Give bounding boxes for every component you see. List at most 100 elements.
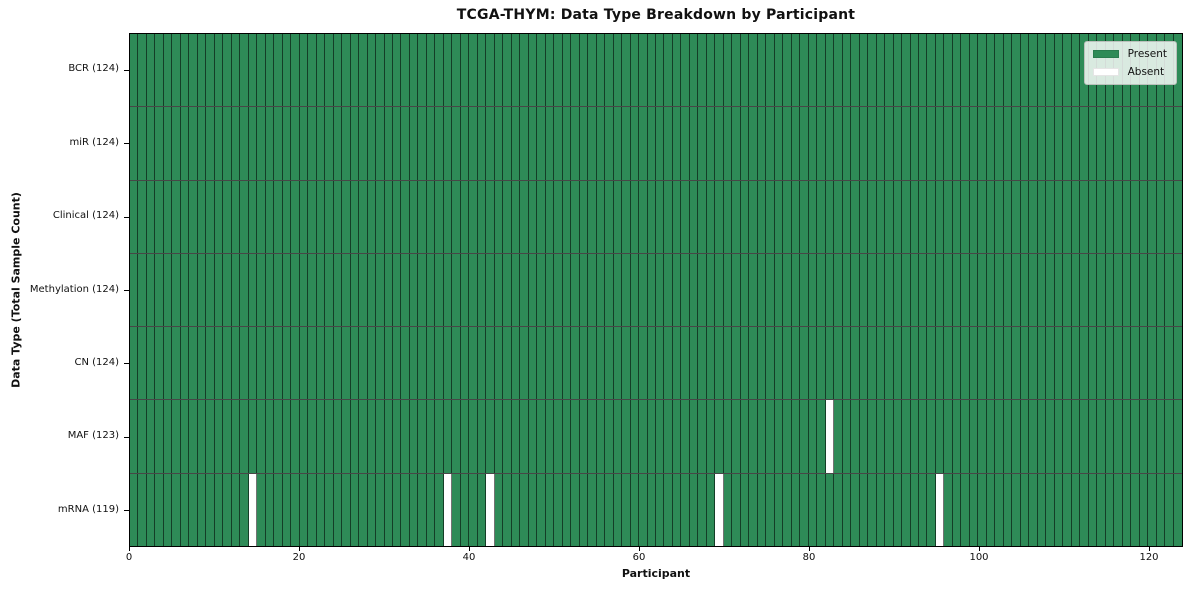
cell-present-mRNA-109 bbox=[1054, 473, 1064, 546]
cell-present-MAF-37 bbox=[443, 400, 453, 473]
cell-present-Clinical-12 bbox=[231, 180, 241, 253]
cell-present-CN-53 bbox=[579, 327, 589, 400]
cell-present-BCR-15 bbox=[257, 34, 266, 107]
cell-present-MAF-94 bbox=[927, 400, 936, 473]
cell-present-Methylation-112 bbox=[1080, 253, 1089, 327]
cell-present-CN-65 bbox=[681, 327, 690, 400]
cell-present-Clinical-105 bbox=[1020, 180, 1030, 253]
cell-present-CN-68 bbox=[706, 327, 716, 400]
cell-present-Methylation-10 bbox=[214, 253, 224, 327]
cell-present-mRNA-23 bbox=[325, 473, 334, 546]
cell-present-CN-62 bbox=[655, 327, 665, 400]
cell-present-MAF-17 bbox=[274, 400, 283, 473]
cell-present-miR-16 bbox=[265, 107, 275, 180]
cell-present-CN-112 bbox=[1080, 327, 1089, 400]
cell-present-Methylation-71 bbox=[732, 253, 741, 327]
cell-present-miR-20 bbox=[299, 107, 309, 180]
cell-present-BCR-27 bbox=[359, 34, 368, 107]
cell-present-CN-11 bbox=[223, 327, 232, 400]
cell-present-BCR-57 bbox=[613, 34, 623, 107]
cell-present-MAF-40 bbox=[469, 400, 478, 473]
cell-present-Methylation-115 bbox=[1105, 253, 1115, 327]
cell-present-Methylation-122 bbox=[1165, 253, 1174, 327]
cell-present-MAF-80 bbox=[808, 400, 818, 473]
cell-present-mRNA-105 bbox=[1020, 473, 1030, 546]
cell-present-CN-85 bbox=[851, 327, 860, 400]
cell-present-miR-40 bbox=[469, 107, 478, 180]
cell-present-MAF-39 bbox=[460, 400, 470, 473]
cell-present-BCR-95 bbox=[935, 34, 945, 107]
cell-present-MAF-41 bbox=[477, 400, 487, 473]
cell-present-Clinical-61 bbox=[647, 180, 656, 253]
cell-present-Methylation-24 bbox=[333, 253, 343, 327]
cell-present-miR-67 bbox=[698, 107, 707, 180]
cell-present-Clinical-77 bbox=[783, 180, 792, 253]
cell-present-miR-42 bbox=[486, 107, 495, 180]
cell-present-Methylation-105 bbox=[1020, 253, 1030, 327]
cell-present-Clinical-91 bbox=[902, 180, 911, 253]
cell-present-CN-9 bbox=[206, 327, 215, 400]
cell-present-Clinical-33 bbox=[409, 180, 419, 253]
cell-present-CN-2 bbox=[146, 327, 156, 400]
cell-present-mRNA-49 bbox=[545, 473, 555, 546]
y-tick-mark bbox=[124, 510, 129, 512]
cell-present-MAF-59 bbox=[630, 400, 640, 473]
cell-present-MAF-103 bbox=[1003, 400, 1013, 473]
cell-present-miR-60 bbox=[639, 107, 648, 180]
cell-present-Methylation-87 bbox=[868, 253, 877, 327]
cell-present-MAF-68 bbox=[706, 400, 716, 473]
cell-present-CN-92 bbox=[910, 327, 919, 400]
cell-present-MAF-31 bbox=[392, 400, 402, 473]
cell-present-MAF-72 bbox=[740, 400, 750, 473]
cell-present-Methylation-93 bbox=[918, 253, 928, 327]
cell-present-MAF-120 bbox=[1148, 400, 1157, 473]
cell-present-MAF-70 bbox=[723, 400, 733, 473]
cell-present-Methylation-91 bbox=[902, 253, 911, 327]
cell-present-MAF-16 bbox=[265, 400, 275, 473]
cell-present-Methylation-4 bbox=[163, 253, 173, 327]
cell-present-Clinical-81 bbox=[817, 180, 826, 253]
y-tick-mark bbox=[124, 363, 129, 365]
cell-present-Clinical-70 bbox=[723, 180, 733, 253]
cell-present-CN-16 bbox=[265, 327, 275, 400]
cell-present-mRNA-34 bbox=[418, 473, 427, 546]
cell-present-BCR-86 bbox=[859, 34, 869, 107]
cell-present-MAF-26 bbox=[350, 400, 360, 473]
cell-present-Methylation-102 bbox=[995, 253, 1004, 327]
cell-present-BCR-108 bbox=[1046, 34, 1055, 107]
cell-present-BCR-3 bbox=[155, 34, 164, 107]
cell-present-BCR-111 bbox=[1071, 34, 1081, 107]
cell-present-miR-31 bbox=[392, 107, 402, 180]
cell-present-miR-59 bbox=[630, 107, 640, 180]
cell-present-BCR-103 bbox=[1003, 34, 1013, 107]
cell-present-CN-93 bbox=[918, 327, 928, 400]
cell-present-MAF-6 bbox=[180, 400, 190, 473]
cell-present-BCR-64 bbox=[672, 34, 682, 107]
cell-present-mRNA-25 bbox=[342, 473, 351, 546]
x-tick-label-0: 0 bbox=[125, 552, 133, 563]
cell-present-CN-60 bbox=[639, 327, 648, 400]
cell-present-CN-35 bbox=[426, 327, 436, 400]
cell-present-MAF-51 bbox=[562, 400, 572, 473]
cell-present-BCR-92 bbox=[910, 34, 919, 107]
cell-present-MAF-117 bbox=[1122, 400, 1132, 473]
cell-present-miR-112 bbox=[1080, 107, 1089, 180]
cell-present-Methylation-11 bbox=[223, 253, 232, 327]
cell-present-MAF-21 bbox=[308, 400, 317, 473]
cell-present-Methylation-81 bbox=[817, 253, 826, 327]
x-tick-mark bbox=[979, 547, 980, 551]
cell-present-mRNA-44 bbox=[503, 473, 512, 546]
cell-present-CN-20 bbox=[299, 327, 309, 400]
cell-present-MAF-85 bbox=[851, 400, 860, 473]
cell-present-mRNA-99 bbox=[969, 473, 979, 546]
cell-present-BCR-91 bbox=[902, 34, 911, 107]
cell-present-Methylation-53 bbox=[579, 253, 589, 327]
cell-present-CN-114 bbox=[1097, 327, 1106, 400]
cell-present-MAF-99 bbox=[969, 400, 979, 473]
cell-present-mRNA-89 bbox=[885, 473, 894, 546]
cell-present-CN-101 bbox=[986, 327, 996, 400]
cell-present-Methylation-58 bbox=[622, 253, 631, 327]
cell-present-Methylation-67 bbox=[698, 253, 707, 327]
cell-present-miR-95 bbox=[935, 107, 945, 180]
cell-present-miR-17 bbox=[274, 107, 283, 180]
